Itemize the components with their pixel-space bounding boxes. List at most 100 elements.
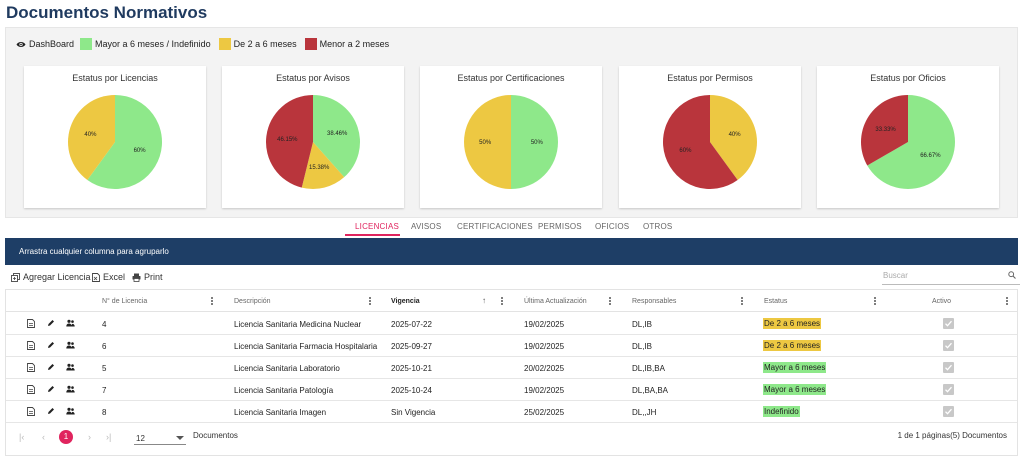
search-input[interactable] xyxy=(882,268,1000,280)
add-document-icon xyxy=(11,272,20,282)
eye-icon xyxy=(16,41,26,48)
pie-slice xyxy=(663,95,738,189)
pie-slice-label: 66.67% xyxy=(920,153,941,159)
people-icon[interactable] xyxy=(66,407,75,415)
page-button-current[interactable]: 1 xyxy=(59,430,73,444)
cell-responsables: DL,BA,BA xyxy=(632,386,669,395)
edit-pencil-icon[interactable] xyxy=(47,407,55,415)
edit-pencil-icon[interactable] xyxy=(47,319,55,327)
pie-chart-avisos: 38.46% 15.38% 46.15% xyxy=(265,95,360,189)
tab-avisos[interactable]: AVISOS xyxy=(411,222,442,231)
pie-slice xyxy=(68,95,115,181)
column-header-estatus[interactable]: Estatus xyxy=(764,298,788,305)
tab-bar: LICENCIAS AVISOS CERTIFICACIONES PERMISO… xyxy=(0,221,1024,237)
column-menu-icon[interactable] xyxy=(211,297,213,306)
edit-pencil-icon[interactable] xyxy=(47,363,55,371)
column-header-numero[interactable]: N° de Licencia xyxy=(102,298,148,305)
active-checkbox[interactable] xyxy=(943,340,954,351)
status-badge: De 2 a 6 meses xyxy=(763,340,822,351)
edit-pencil-icon[interactable] xyxy=(47,385,55,393)
table-row[interactable]: 6 Licencia Sanitaria Farmacia Hospitalari… xyxy=(6,335,1017,357)
pie-slice xyxy=(861,95,908,166)
people-icon[interactable] xyxy=(66,363,75,371)
grid-toolbar: Agregar Licencia Excel Print xyxy=(5,265,1020,289)
table-row[interactable]: 8 Licencia Sanitaria Imagen Sin Vigencia 25… xyxy=(6,401,1017,423)
table-row[interactable]: 5 Licencia Sanitaria Laboratorio 2025-10-2… xyxy=(6,357,1017,379)
column-menu-icon[interactable] xyxy=(741,297,743,306)
pager: |‹ ‹ 1 › ›| 12 Documentos 1 de 1 páginas… xyxy=(6,421,1017,455)
group-by-bar[interactable]: Arrastra cualquier columna para agruparl… xyxy=(5,238,1018,265)
grid-header: N° de Licencia Descripción Vigencia ↑ Úl… xyxy=(6,289,1017,312)
sort-ascending-icon[interactable]: ↑ xyxy=(482,296,486,305)
document-view-icon[interactable] xyxy=(27,363,35,372)
tab-otros[interactable]: OTROS xyxy=(643,222,673,231)
document-view-icon[interactable] xyxy=(27,319,35,328)
pie-chart-licencias: 60% 40% xyxy=(68,95,162,189)
tab-licencias[interactable]: LICENCIAS xyxy=(355,222,400,231)
pie-slice xyxy=(511,95,558,189)
active-checkbox[interactable] xyxy=(943,384,954,395)
excel-button[interactable]: Excel xyxy=(92,272,125,282)
page-title: Documentos Normativos xyxy=(6,3,208,22)
edit-pencil-icon[interactable] xyxy=(47,341,55,349)
tab-permisos[interactable]: PERMISOS xyxy=(538,222,582,231)
tab-certificaciones[interactable]: CERTIFICACIONES xyxy=(457,222,533,231)
column-header-responsables[interactable]: Responsables xyxy=(632,298,677,305)
first-page-icon[interactable]: |‹ xyxy=(19,432,25,442)
column-menu-icon[interactable] xyxy=(501,297,503,306)
column-menu-icon[interactable] xyxy=(609,297,611,306)
pie-slice xyxy=(265,95,313,188)
column-menu-icon[interactable] xyxy=(874,297,876,306)
table-row[interactable]: 4 Licencia Sanitaria Medicina Nuclear 2025… xyxy=(6,313,1017,335)
active-checkbox[interactable] xyxy=(943,406,954,417)
tab-oficios[interactable]: OFICIOS xyxy=(595,222,630,231)
pie-slice xyxy=(301,142,345,189)
add-license-button[interactable]: Agregar Licencia xyxy=(11,272,91,282)
cell-numero: 4 xyxy=(102,320,107,329)
column-menu-icon[interactable] xyxy=(369,297,371,306)
table-row[interactable]: 7 Licencia Sanitaria Patología 2025-10-24 1… xyxy=(6,379,1017,401)
column-header-vigencia[interactable]: Vigencia xyxy=(391,298,420,305)
pie-slice xyxy=(867,95,955,189)
status-badge: Mayor a 6 meses xyxy=(763,384,827,395)
column-menu-icon[interactable] xyxy=(1006,297,1008,306)
legend-item-green: Mayor a 6 meses / Indefinido xyxy=(80,38,211,50)
legend-swatch-yellow xyxy=(218,38,231,50)
active-checkbox[interactable] xyxy=(943,362,954,373)
excel-file-icon xyxy=(92,272,100,282)
document-view-icon[interactable] xyxy=(27,407,35,416)
chart-title: Estatus por Permisos xyxy=(667,73,753,83)
status-badge: Mayor a 6 meses xyxy=(763,362,827,373)
check-icon xyxy=(945,364,952,371)
prev-page-icon[interactable]: ‹ xyxy=(42,432,45,442)
legend-swatch-green xyxy=(80,38,93,50)
pie-slice-label: 60% xyxy=(679,148,692,154)
column-header-activo[interactable]: Activo xyxy=(932,298,952,305)
cell-vigencia: Sin Vigencia xyxy=(391,408,436,417)
legend-bar: DashBoard Mayor a 6 meses / Indefinido D… xyxy=(16,38,397,50)
page-size-select[interactable]: 12 xyxy=(134,428,186,445)
people-icon[interactable] xyxy=(66,319,75,327)
next-page-icon[interactable]: › xyxy=(88,432,91,442)
people-icon[interactable] xyxy=(66,385,75,393)
pie-slice-label: 38.46% xyxy=(327,131,348,137)
dashboard-toggle[interactable]: DashBoard xyxy=(16,39,74,49)
print-button[interactable]: Print xyxy=(132,272,163,282)
chart-title: Estatus por Avisos xyxy=(276,73,350,83)
column-header-descripcion[interactable]: Descripción xyxy=(234,298,271,305)
cell-vigencia: 2025-09-27 xyxy=(391,342,432,351)
cell-actualizacion: 25/02/2025 xyxy=(524,408,565,417)
chart-card-permisos: Estatus por Permisos 40% 60% xyxy=(619,66,801,208)
chart-title: Estatus por Oficios xyxy=(870,73,946,83)
document-view-icon[interactable] xyxy=(27,341,35,350)
add-license-label: Agregar Licencia xyxy=(23,272,91,282)
excel-label: Excel xyxy=(103,272,126,282)
cell-descripcion: Licencia Sanitaria Imagen xyxy=(234,408,327,417)
column-header-actualizacion[interactable]: Última Actualización xyxy=(524,298,587,305)
active-checkbox[interactable] xyxy=(943,318,954,329)
last-page-icon[interactable]: ›| xyxy=(106,432,112,442)
chart-title: Estatus por Certificaciones xyxy=(457,73,565,83)
search-icon[interactable] xyxy=(1008,271,1016,279)
document-view-icon[interactable] xyxy=(27,385,35,394)
people-icon[interactable] xyxy=(66,341,75,349)
